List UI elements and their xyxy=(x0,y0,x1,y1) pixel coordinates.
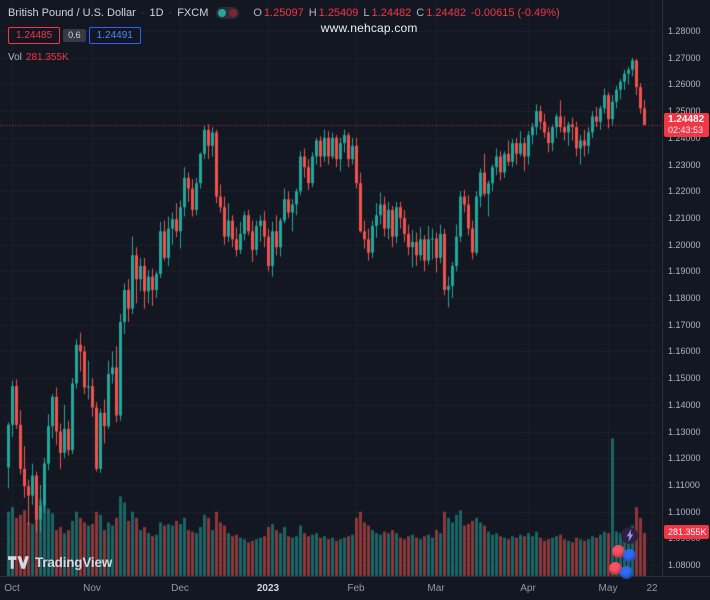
price-axis-label: 1.25000 xyxy=(668,106,701,117)
time-axis-label: 22 xyxy=(646,583,658,594)
high-key: H xyxy=(308,7,317,19)
time-axis-label: Oct xyxy=(4,583,20,594)
bar-countdown: 02:43:53 xyxy=(668,124,704,135)
exchange-label[interactable]: FXCM xyxy=(177,7,209,19)
emoji-pair-2 xyxy=(609,562,648,579)
market-status-toggle[interactable] xyxy=(216,7,240,19)
time-axis[interactable]: Oct Nov Dec 2023 Feb Mar Apr May 22 xyxy=(0,576,710,600)
interval-label[interactable]: 1D xyxy=(149,7,164,19)
price-axis-label: 1.21000 xyxy=(668,212,701,223)
price-axis-label: 1.14000 xyxy=(668,399,701,410)
change-value: -0.00615 (-0.49%) xyxy=(471,7,560,19)
trade-buttons-row: 1.24485 0.6 1.24491 xyxy=(8,27,560,44)
time-axis-label: 2023 xyxy=(256,583,280,594)
price-axis-label: 1.28000 xyxy=(668,26,701,36)
close-key: C xyxy=(416,7,425,19)
price-axis-label: 1.18000 xyxy=(668,293,701,303)
volume-readout: Vol 281.355K xyxy=(8,52,560,63)
blue-sad-emoji-icon[interactable] xyxy=(620,566,633,579)
price-axis-label: 1.10000 xyxy=(668,506,701,517)
reaction-stickers xyxy=(609,527,648,579)
price-axis-label: 1.08000 xyxy=(668,560,701,570)
price-axis-label: 1.16000 xyxy=(668,346,701,357)
lightning-reaction-button[interactable] xyxy=(621,527,638,544)
site-watermark: www.nehcap.com xyxy=(320,21,418,35)
tradingview-logo-text: TradingView xyxy=(35,555,113,570)
volume-key[interactable]: Vol xyxy=(8,52,22,63)
high-value: 1.25409 xyxy=(318,7,359,19)
price-axis-label: 1.11000 xyxy=(668,479,700,490)
price-axis-label: 1.19000 xyxy=(668,266,701,277)
status-on-dot-icon xyxy=(218,9,227,17)
time-axis-label: Apr xyxy=(520,583,536,594)
chart-legend: British Pound / U.S. Dollar · 1D · FXCM … xyxy=(8,5,560,63)
price-axis[interactable]: 1.24482 02:43:53 281.355K 1.28000 1.27000… xyxy=(662,0,710,577)
ohlc-readout: O 1.25097 H 1.25409 L 1.24482 C 1.24482 -0.0… xyxy=(253,7,559,19)
tradingview-logo[interactable]: TradingView xyxy=(8,555,112,570)
price-axis-label: 1.23000 xyxy=(668,159,701,170)
separator-dot: · xyxy=(140,7,145,19)
time-axis-label: May xyxy=(598,583,618,594)
open-value: 1.25097 xyxy=(263,7,304,19)
time-axis-label: Dec xyxy=(171,583,189,594)
price-axis-label: 1.22000 xyxy=(668,186,701,197)
price-axis-label: 1.26000 xyxy=(668,79,701,90)
price-axis-label: 1.13000 xyxy=(668,426,701,437)
time-axis-label: Nov xyxy=(83,583,101,594)
price-axis-label: 1.24000 xyxy=(668,132,701,143)
close-value: 1.24482 xyxy=(426,7,467,19)
symbol-row: British Pound / U.S. Dollar · 1D · FXCM … xyxy=(8,5,560,21)
sell-button[interactable]: 1.24485 xyxy=(8,27,61,44)
price-axis-label: 1.12000 xyxy=(668,453,701,464)
last-price-value: 1.24482 xyxy=(668,113,705,125)
time-axis-label: Mar xyxy=(427,583,445,594)
lightning-icon xyxy=(626,529,633,542)
price-axis-label: 1.17000 xyxy=(668,319,701,330)
volume-axis-label: 281.355K xyxy=(664,524,709,539)
red-angry-emoji-icon[interactable] xyxy=(609,562,622,575)
price-axis-label: 1.27000 xyxy=(668,52,701,63)
volume-value: 281.355K xyxy=(25,52,69,63)
blue-sad-emoji-icon[interactable] xyxy=(623,549,636,562)
last-price-label: 1.24482 02:43:53 xyxy=(664,112,709,137)
status-off-dot-icon xyxy=(229,9,238,17)
separator-dot: · xyxy=(168,7,173,19)
spread-value: 0.6 xyxy=(63,29,86,42)
tradingview-logo-icon xyxy=(8,556,29,569)
price-axis-label: 1.20000 xyxy=(668,239,701,250)
low-value: 1.24482 xyxy=(371,7,412,19)
price-axis-label: 1.15000 xyxy=(668,373,701,384)
low-key: L xyxy=(363,7,370,19)
red-angry-emoji-icon[interactable] xyxy=(612,545,625,558)
open-key: O xyxy=(253,7,262,19)
emoji-pair-1 xyxy=(612,545,648,562)
symbol-title[interactable]: British Pound / U.S. Dollar xyxy=(8,7,136,19)
time-axis-label: Feb xyxy=(347,583,365,594)
buy-button[interactable]: 1.24491 xyxy=(88,27,141,44)
